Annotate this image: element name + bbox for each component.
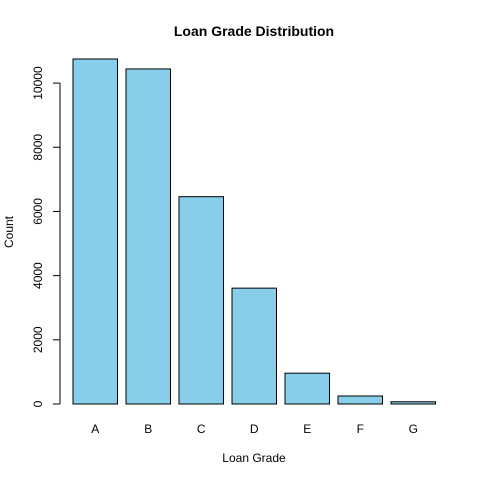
bar-c — [178, 196, 224, 405]
x-axis-label: Loan Grade — [222, 451, 286, 465]
x-tick-label: A — [91, 422, 99, 436]
bar-e — [284, 372, 330, 405]
bar-d — [231, 287, 277, 405]
y-tick-label: 0 — [31, 400, 45, 407]
bar-a — [72, 58, 118, 405]
y-tick-label: 8000 — [31, 134, 45, 161]
x-tick-label: F — [357, 422, 364, 436]
y-tick-label: 4000 — [31, 262, 45, 289]
x-tick-label: B — [144, 422, 152, 436]
bar-b — [125, 68, 171, 405]
x-tick-label: D — [250, 422, 259, 436]
chart-title: Loan Grade Distribution — [174, 23, 334, 39]
y-tick-label: 6000 — [31, 198, 45, 225]
y-tick-label: 2000 — [31, 326, 45, 353]
y-tick-label: 10000 — [31, 66, 45, 100]
bar-f — [337, 395, 383, 405]
x-tick-labels: A B C D E F G — [91, 422, 418, 436]
y-axis: 0 2000 4000 6000 8000 10000 — [31, 66, 61, 407]
x-tick-label: G — [409, 422, 418, 436]
bar-g — [390, 401, 436, 405]
y-axis-label: Count — [2, 215, 16, 248]
x-tick-label: E — [303, 422, 311, 436]
x-tick-label: C — [197, 422, 206, 436]
bars-group — [72, 58, 436, 405]
